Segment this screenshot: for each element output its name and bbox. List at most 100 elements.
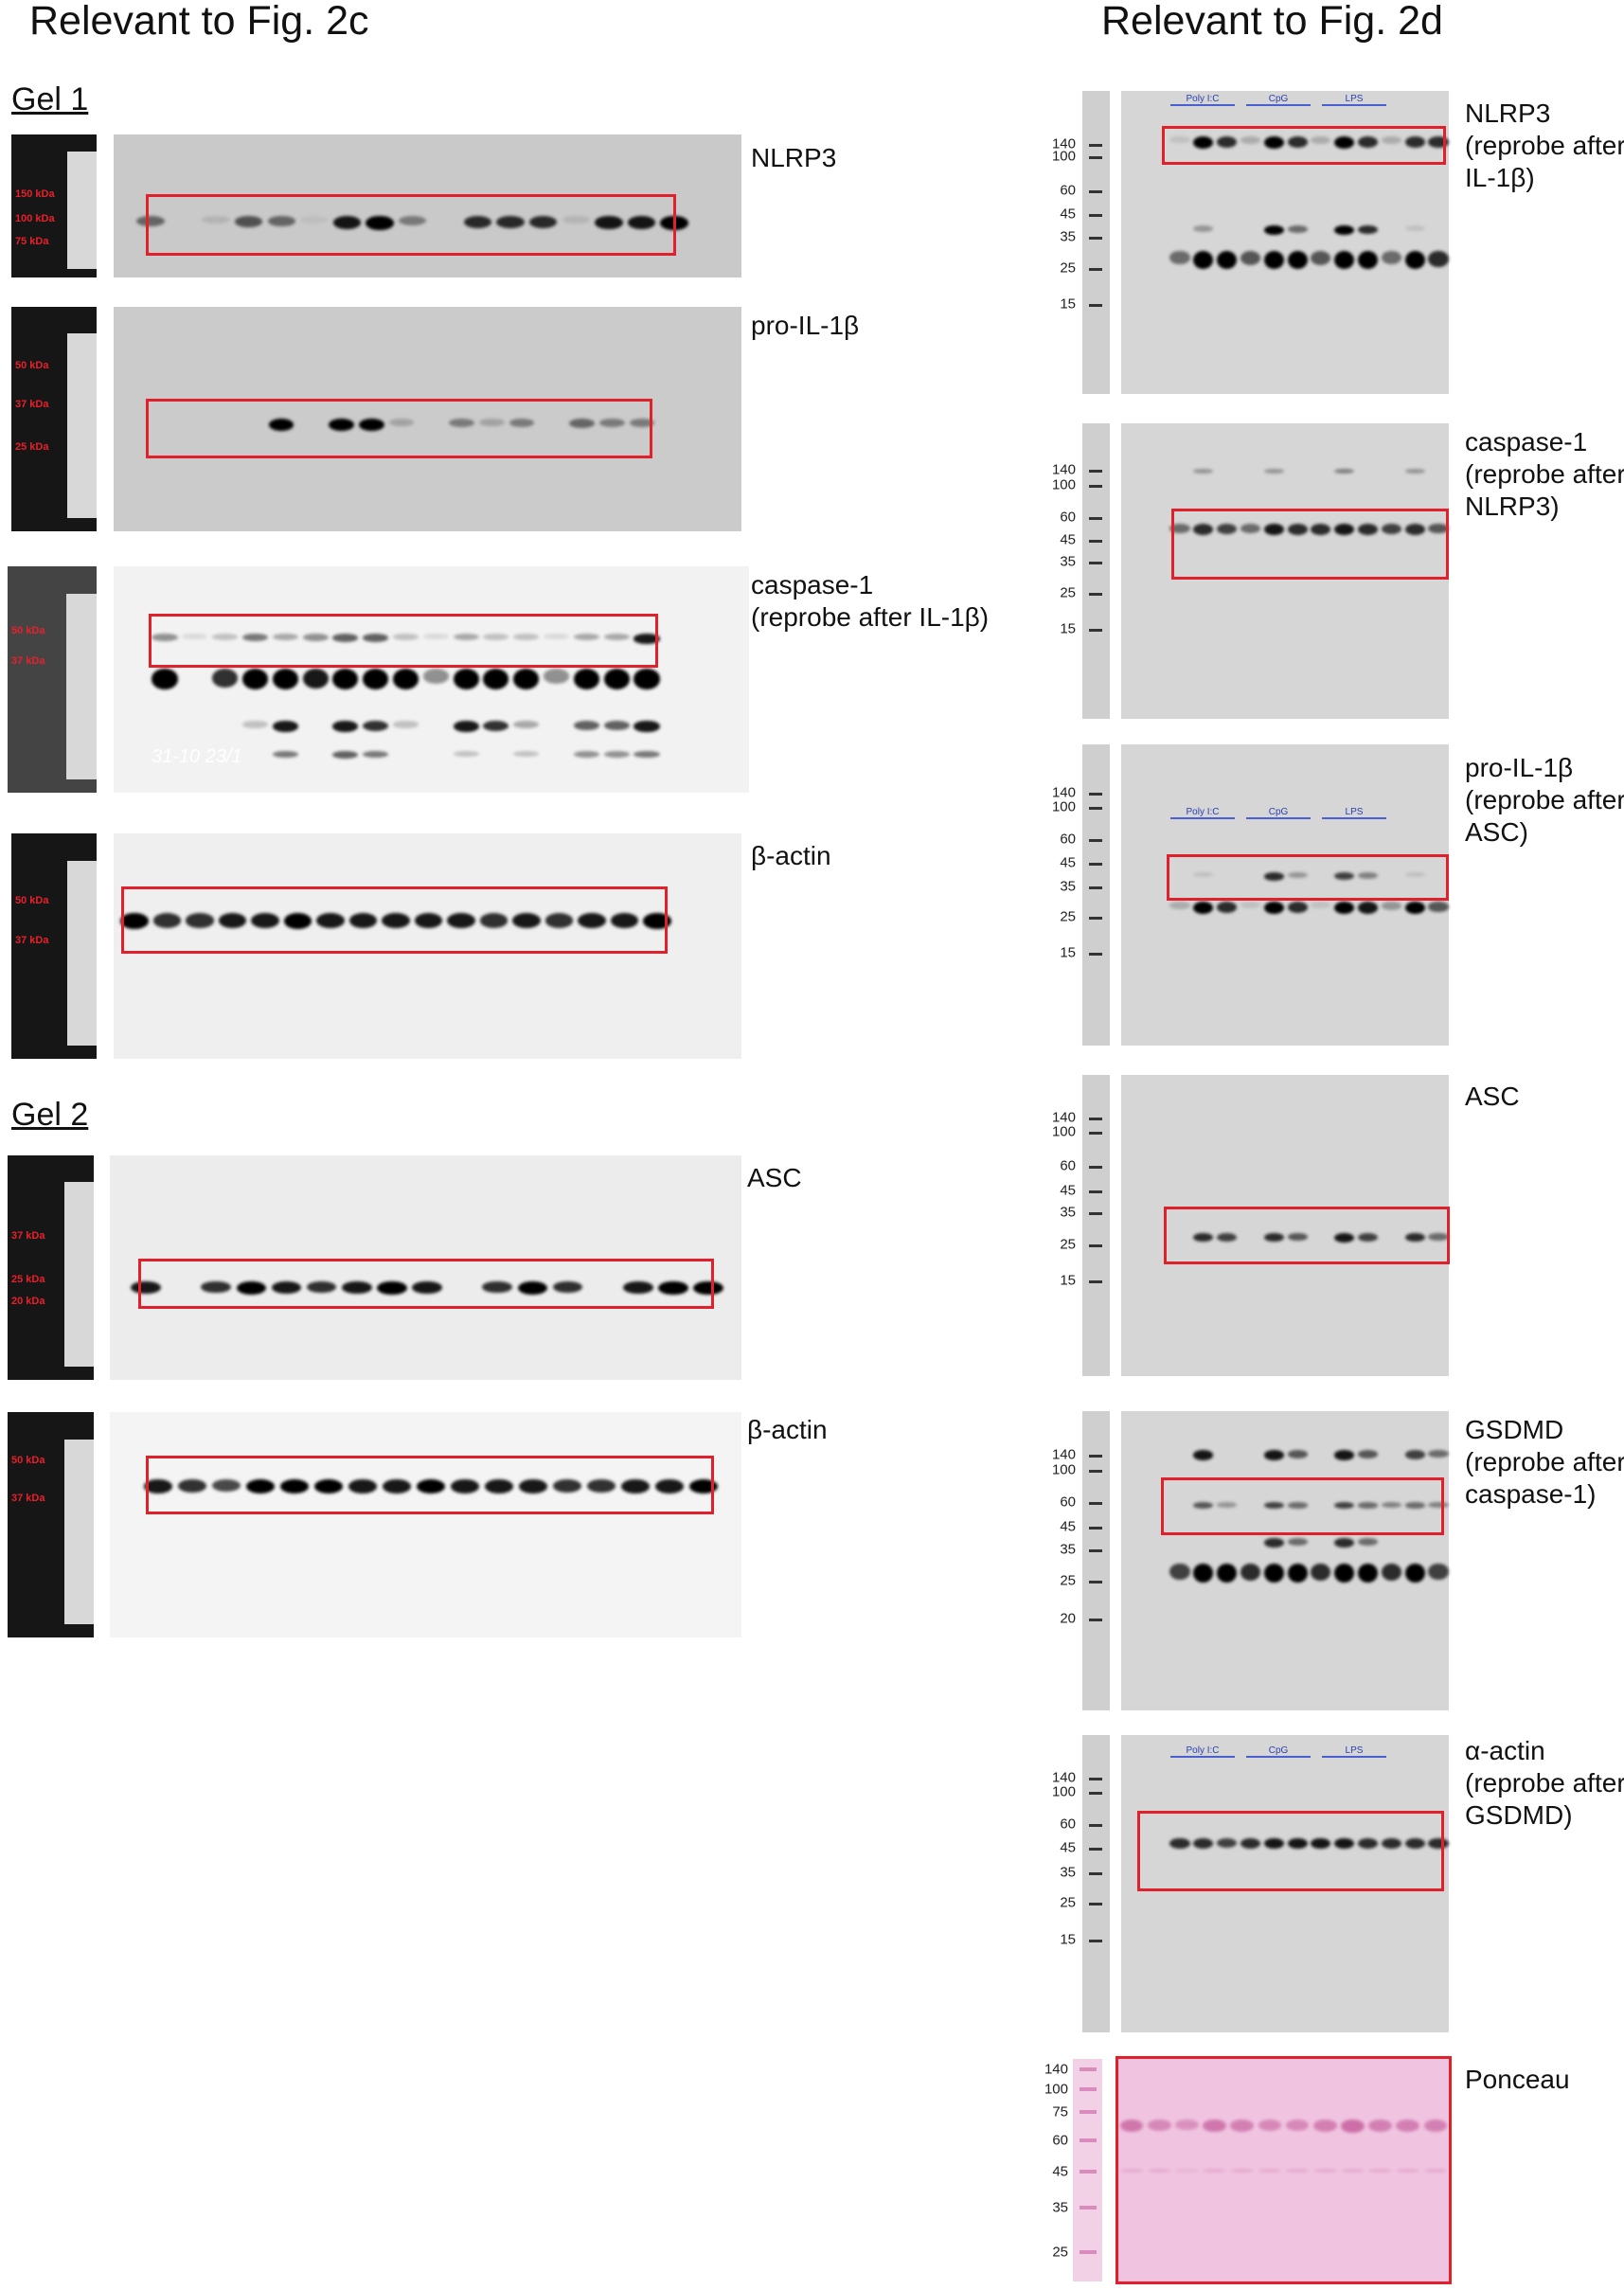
protein-band bbox=[658, 1280, 688, 1295]
protein-band bbox=[1404, 469, 1425, 474]
protein-band bbox=[1311, 250, 1331, 266]
protein-band bbox=[241, 634, 268, 642]
ladder-band bbox=[1089, 1848, 1102, 1851]
protein-band bbox=[1334, 1502, 1355, 1510]
protein-band bbox=[552, 1478, 582, 1493]
ladder-band bbox=[1089, 1212, 1102, 1215]
protein-band bbox=[693, 1280, 723, 1295]
protein-band bbox=[1174, 2119, 1199, 2131]
protein-band bbox=[1428, 1232, 1449, 1241]
protein-band bbox=[120, 913, 149, 930]
protein-band bbox=[1169, 1838, 1190, 1849]
ladder-band bbox=[1080, 2138, 1097, 2143]
protein-band bbox=[1193, 136, 1214, 150]
protein-band bbox=[1193, 902, 1214, 915]
western-blot-image bbox=[1121, 1411, 1449, 1710]
ladder-marker-label: 75 kDa bbox=[15, 236, 49, 247]
protein-band bbox=[1334, 1232, 1355, 1243]
protein-band bbox=[332, 669, 359, 690]
protein-band bbox=[136, 216, 165, 227]
ladder-tick-label: 140 bbox=[1051, 1109, 1076, 1126]
protein-band bbox=[152, 669, 178, 690]
protein-band bbox=[1193, 469, 1214, 474]
protein-band bbox=[267, 216, 295, 227]
protein-band bbox=[1334, 1563, 1355, 1583]
ladder-band bbox=[1089, 1549, 1102, 1552]
ladder-band bbox=[1089, 839, 1102, 842]
protein-band bbox=[1334, 1838, 1355, 1850]
ladder-tick-label: 45 bbox=[1060, 1182, 1076, 1199]
protein-band bbox=[529, 216, 558, 229]
protein-band bbox=[1169, 250, 1190, 265]
ladder-tick-label: 35 bbox=[1060, 1864, 1076, 1881]
ladder-band bbox=[1089, 190, 1102, 193]
ladder-tick-label: 60 bbox=[1060, 1494, 1076, 1511]
ladder-tick-label: 25 bbox=[1060, 259, 1076, 277]
ladder-band bbox=[1089, 470, 1102, 473]
protein-band bbox=[1428, 1502, 1449, 1509]
protein-band bbox=[1381, 250, 1401, 265]
protein-band bbox=[177, 1478, 207, 1493]
protein-band bbox=[1193, 523, 1214, 535]
ladder-tick-label: 35 bbox=[1060, 553, 1076, 570]
blot-label: β-actin bbox=[747, 1415, 828, 1444]
protein-band bbox=[1381, 1838, 1401, 1849]
blot-label: α-actin bbox=[1465, 1736, 1545, 1765]
highlight-box bbox=[1161, 1477, 1444, 1535]
ladder-band bbox=[1080, 2206, 1097, 2210]
protein-band bbox=[152, 913, 182, 928]
protein-band bbox=[450, 1478, 480, 1494]
protein-band bbox=[143, 1478, 173, 1494]
protein-band bbox=[201, 1280, 232, 1294]
blot-label: Ponceau bbox=[1465, 2065, 1570, 2094]
protein-band bbox=[1404, 1232, 1425, 1243]
heading-fig-2c: Relevant to Fig. 2c bbox=[29, 0, 369, 44]
protein-band bbox=[212, 634, 239, 640]
protein-band bbox=[1368, 2169, 1393, 2174]
protein-band bbox=[1147, 2119, 1171, 2131]
protein-band bbox=[512, 913, 541, 929]
protein-band bbox=[1381, 1563, 1401, 1582]
lane-group-label: Poly I:C bbox=[1170, 1745, 1235, 1759]
ladder-band bbox=[1089, 1118, 1102, 1120]
protein-band bbox=[453, 669, 479, 690]
protein-band bbox=[1193, 224, 1214, 232]
protein-band bbox=[1312, 2169, 1337, 2174]
protein-band bbox=[363, 751, 389, 759]
protein-band bbox=[1404, 224, 1425, 231]
protein-band bbox=[610, 913, 639, 929]
protein-band bbox=[1263, 902, 1284, 915]
blot-label: (reprobe after bbox=[1465, 459, 1624, 489]
ladder-tick-label: 45 bbox=[1060, 206, 1076, 223]
protein-band bbox=[272, 669, 298, 690]
ladder-marker-label: 37 kDa bbox=[11, 655, 45, 667]
blot-label: pro-IL-1β bbox=[1465, 753, 1574, 782]
protein-band bbox=[1334, 1537, 1355, 1548]
ladder-band bbox=[1089, 1903, 1102, 1905]
protein-band bbox=[1404, 1502, 1425, 1509]
ladder-tick-label: 100 bbox=[1051, 148, 1076, 165]
western-blot-image bbox=[114, 833, 741, 1059]
protein-band bbox=[509, 418, 535, 427]
protein-band bbox=[1312, 2119, 1337, 2132]
protein-band bbox=[1240, 1838, 1260, 1849]
ladder-tick-label: 140 bbox=[1051, 1446, 1076, 1463]
protein-band bbox=[1357, 1450, 1379, 1458]
protein-band bbox=[392, 669, 419, 690]
ladder-marker-label: 37 kDa bbox=[15, 935, 49, 946]
protein-band bbox=[152, 634, 178, 641]
ladder-band bbox=[1089, 540, 1102, 543]
molecular-weight-ladder bbox=[11, 134, 97, 277]
ladder-marker-label: 100 kDa bbox=[15, 213, 55, 224]
protein-band bbox=[1263, 1537, 1284, 1548]
lane-group-label: LPS bbox=[1322, 1745, 1386, 1759]
protein-band bbox=[1240, 1563, 1260, 1582]
protein-band bbox=[453, 751, 479, 757]
protein-band bbox=[1263, 136, 1284, 150]
ladder-band bbox=[1089, 1190, 1102, 1193]
ladder-strip bbox=[64, 1439, 94, 1624]
protein-band bbox=[1258, 2169, 1282, 2174]
protein-band bbox=[453, 721, 479, 732]
protein-band bbox=[1311, 1838, 1331, 1850]
ladder-band bbox=[1089, 237, 1102, 240]
